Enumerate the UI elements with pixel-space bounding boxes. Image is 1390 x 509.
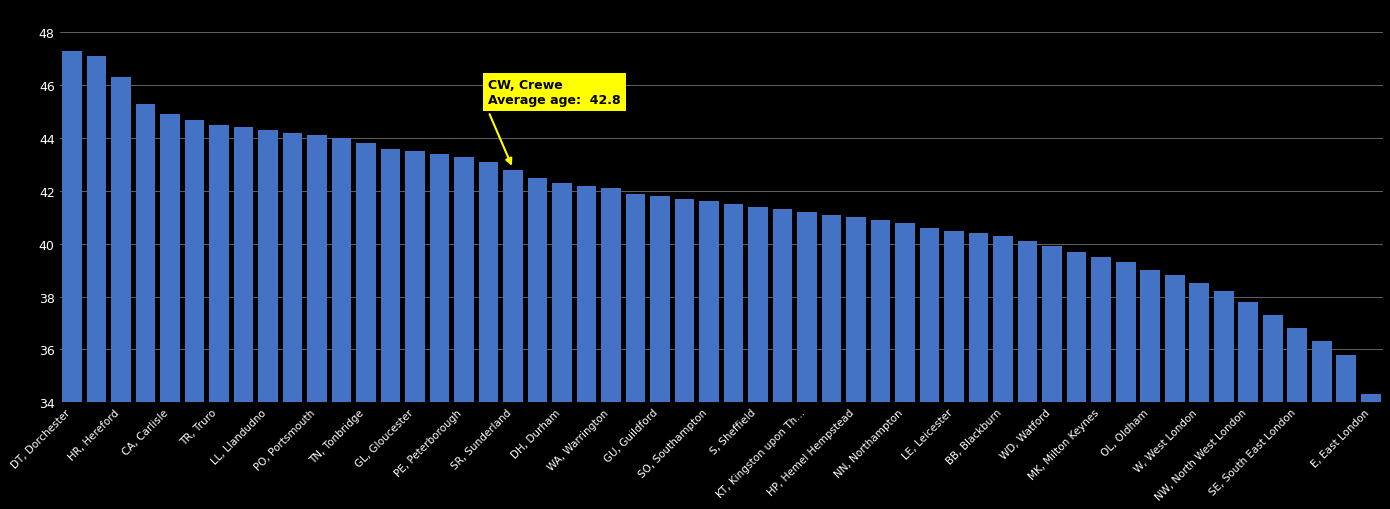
Bar [1238,302,1258,509]
Bar [185,120,204,509]
Bar [651,197,670,509]
Bar [773,210,792,509]
Bar [920,229,940,509]
Bar [821,215,841,509]
Bar [528,178,548,509]
Bar [1165,276,1184,509]
Bar [381,149,400,509]
Bar [356,144,375,509]
Bar [1017,242,1037,509]
Bar [1068,252,1087,509]
Bar [307,136,327,509]
Bar [674,200,695,509]
Bar [895,223,915,509]
Bar [1213,292,1233,509]
Bar [404,152,425,509]
Bar [577,186,596,509]
Bar [870,220,891,509]
Bar [1190,284,1209,509]
Bar [748,207,767,509]
Bar [847,218,866,509]
Bar [1042,247,1062,509]
Bar [208,126,229,509]
Bar [1287,329,1307,509]
Bar [136,104,156,509]
Bar [455,157,474,509]
Bar [699,202,719,509]
Bar [478,162,498,509]
Bar [798,213,817,509]
Bar [259,131,278,509]
Bar [1312,342,1332,509]
Bar [160,115,179,509]
Bar [552,184,571,509]
Bar [111,78,131,509]
Bar [1116,263,1136,509]
Bar [282,133,302,509]
Bar [1140,271,1161,509]
Bar [503,171,523,509]
Bar [234,128,253,509]
Bar [1091,258,1111,509]
Bar [1337,355,1357,509]
Bar [602,189,621,509]
Text: CW, Crewe
Average age:  42.8: CW, Crewe Average age: 42.8 [488,79,621,107]
Bar [332,139,352,509]
Bar [994,236,1013,509]
Bar [944,231,963,509]
Bar [430,155,449,509]
Bar [1361,394,1380,509]
Bar [1264,316,1283,509]
Bar [626,194,645,509]
Bar [86,57,106,509]
Bar [63,52,82,509]
Bar [969,234,988,509]
Bar [724,205,744,509]
